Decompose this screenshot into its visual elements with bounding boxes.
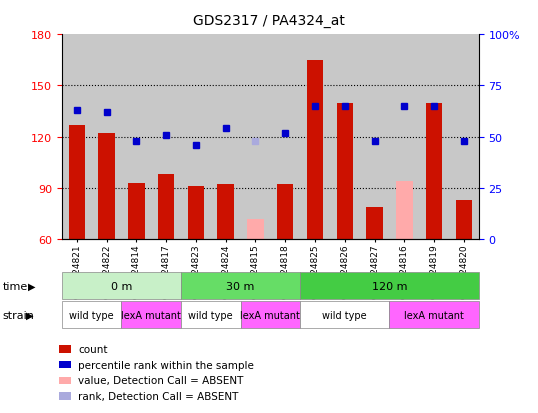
Bar bbox=[360, 35, 390, 240]
Bar bbox=[270, 35, 300, 240]
Bar bbox=[240, 35, 270, 240]
Text: ▶: ▶ bbox=[28, 281, 36, 291]
Text: strain: strain bbox=[3, 310, 34, 320]
Text: lexA mutant: lexA mutant bbox=[121, 310, 181, 320]
Bar bbox=[390, 35, 419, 240]
Text: wild type: wild type bbox=[69, 310, 114, 320]
Bar bbox=[188, 187, 204, 240]
Text: percentile rank within the sample: percentile rank within the sample bbox=[78, 360, 254, 370]
Bar bbox=[181, 35, 211, 240]
Text: 120 m: 120 m bbox=[372, 281, 407, 291]
Bar bbox=[366, 207, 383, 240]
Bar bbox=[426, 103, 442, 240]
Text: rank, Detection Call = ABSENT: rank, Detection Call = ABSENT bbox=[78, 391, 238, 401]
Text: value, Detection Call = ABSENT: value, Detection Call = ABSENT bbox=[78, 375, 243, 385]
Bar bbox=[277, 185, 293, 240]
Text: time: time bbox=[3, 281, 28, 291]
Bar bbox=[158, 175, 174, 240]
Text: GDS2317 / PA4324_at: GDS2317 / PA4324_at bbox=[193, 14, 345, 28]
Text: wild type: wild type bbox=[322, 310, 367, 320]
Bar bbox=[217, 185, 234, 240]
Bar bbox=[449, 35, 479, 240]
Bar bbox=[456, 200, 472, 240]
Bar bbox=[419, 35, 449, 240]
Bar bbox=[330, 35, 360, 240]
Text: 0 m: 0 m bbox=[111, 281, 132, 291]
Text: wild type: wild type bbox=[188, 310, 233, 320]
Bar bbox=[247, 219, 264, 240]
Bar bbox=[300, 35, 330, 240]
Bar bbox=[68, 126, 85, 240]
Bar bbox=[307, 61, 323, 240]
Text: lexA mutant: lexA mutant bbox=[404, 310, 464, 320]
Text: ▶: ▶ bbox=[26, 310, 33, 320]
Text: lexA mutant: lexA mutant bbox=[240, 310, 300, 320]
Bar bbox=[211, 35, 240, 240]
Bar bbox=[62, 35, 91, 240]
Bar bbox=[337, 103, 353, 240]
Bar bbox=[122, 35, 151, 240]
Text: count: count bbox=[78, 344, 108, 354]
Bar bbox=[98, 134, 115, 240]
Bar bbox=[396, 182, 413, 240]
Bar bbox=[128, 183, 145, 240]
Bar bbox=[151, 35, 181, 240]
Bar bbox=[91, 35, 122, 240]
Text: 30 m: 30 m bbox=[226, 281, 255, 291]
